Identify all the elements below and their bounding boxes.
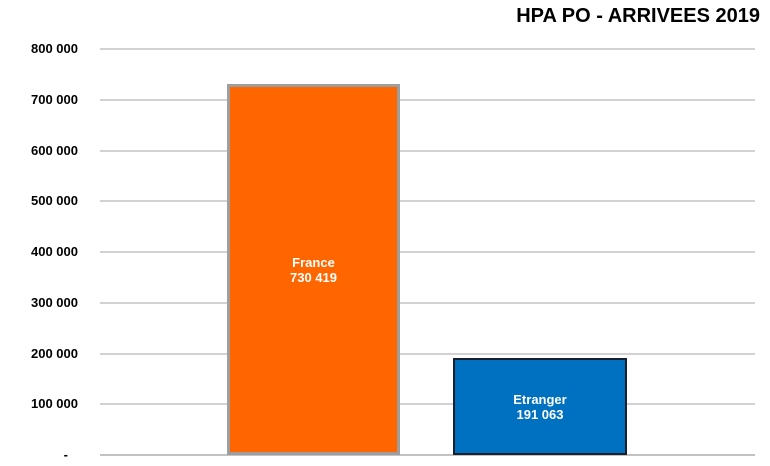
gridline [100,251,755,253]
gridline [100,301,755,304]
y-axis-tick-label: 100 000 [31,396,78,412]
y-axis-tick-label: 800 000 [31,41,78,56]
y-axis-tick-label: 700 000 [31,91,78,107]
bar-france: France 730 419 [227,84,400,455]
gridline [100,98,755,101]
bar-category-label: Etranger [513,391,567,407]
gridline [100,403,755,406]
y-axis-tick-label: 500 000 [31,193,78,209]
y-axis-tick-label: 200 000 [31,345,78,361]
gridline [100,200,755,203]
y-axis-tick-label: 600 000 [31,142,78,158]
bar-etranger: Etranger 191 063 [453,358,627,455]
chart-title: HPA PO - ARRIVEES 2019 [516,5,760,27]
y-axis-tick-label: - [63,447,68,462]
gridline [100,352,755,355]
x-axis-line [100,454,755,456]
bar-value-label: 191 063 [516,406,564,422]
y-axis-tick-label: 400 000 [31,244,78,259]
bar-value-label: 730 419 [290,269,337,285]
gridline [100,48,755,50]
gridline [100,149,755,152]
y-axis-tick-label: 300 000 [31,294,78,310]
bar-category-label: France [292,254,335,270]
